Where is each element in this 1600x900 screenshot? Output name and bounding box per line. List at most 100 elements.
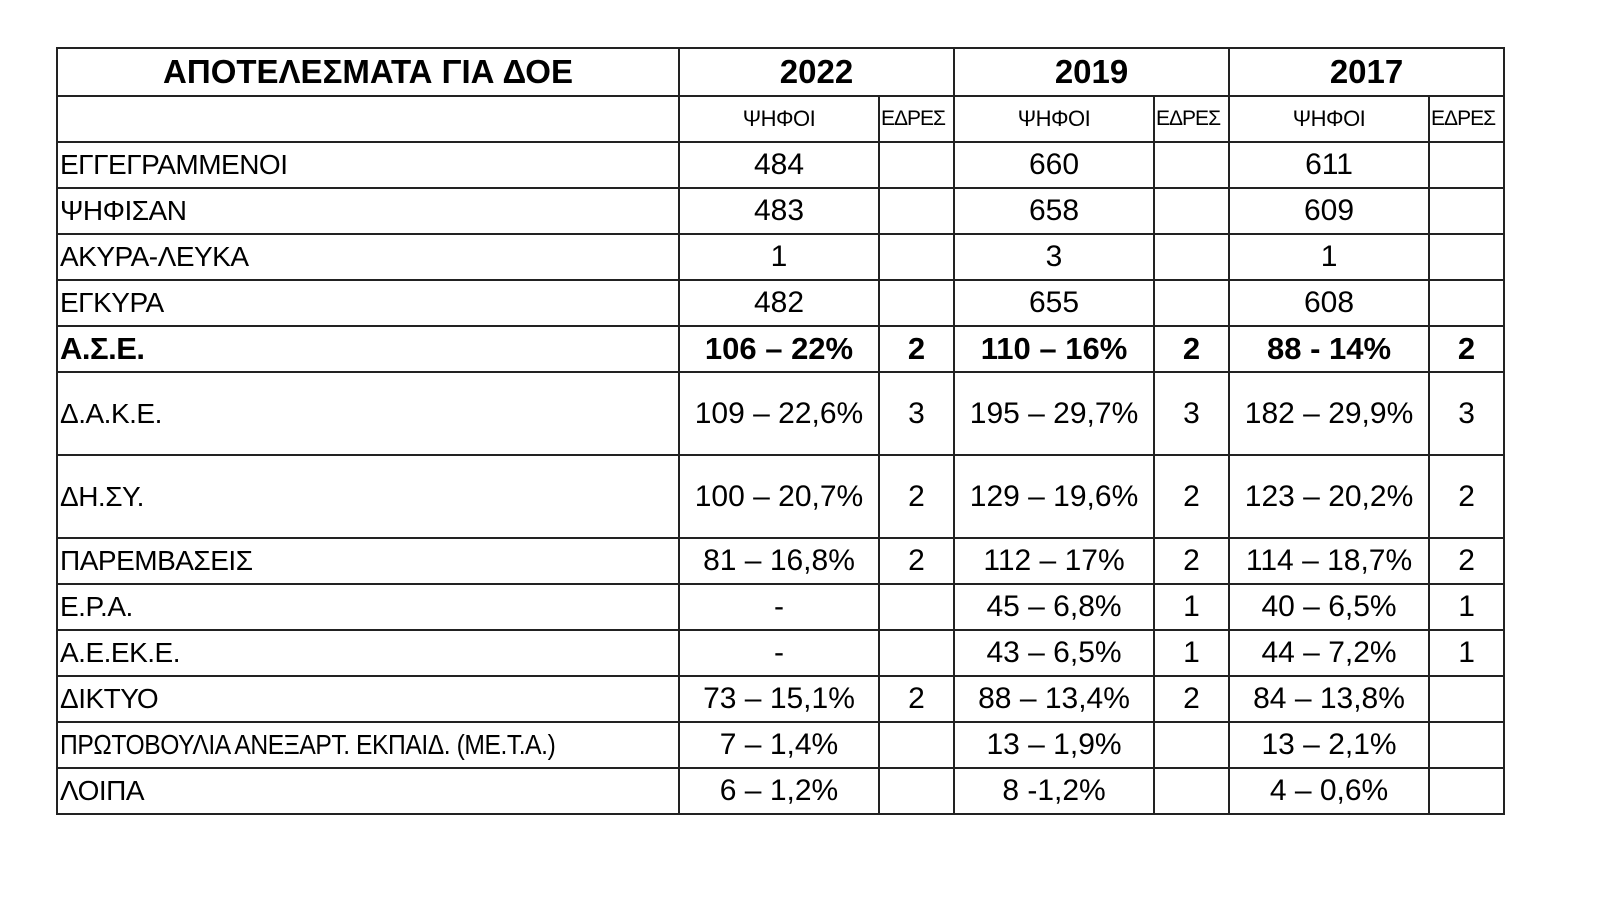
row-label: ΑΚΥΡΑ-ΛΕΥΚΑ	[56, 233, 680, 281]
votes-2022: 7 – 1,4%	[678, 721, 880, 769]
row-label: ΛΟΙΠΑ	[56, 767, 680, 815]
seats-2017	[1428, 233, 1506, 281]
row-label: Δ.Α.Κ.Ε.	[56, 371, 680, 456]
seats-2019: 2	[1153, 325, 1231, 373]
votes-2022: 106 – 22%	[678, 325, 880, 373]
table-row-meta: ΠΡΩΤΟΒΟΥΛΙΑ ΑΝΕΞΑΡΤ. ΕΚΠΑΙΔ. (ΜΕ.Τ.Α.) 7…	[56, 721, 1506, 769]
votes-2022: 483	[678, 187, 880, 235]
seats-2022: 2	[877, 675, 956, 723]
seats-2022	[877, 233, 956, 281]
seats-2019	[1153, 279, 1231, 327]
table-row-valid: ΕΓΚΥΡΑ 482 655 608	[56, 279, 1506, 327]
seats-2019	[1153, 187, 1231, 235]
votes-2017: 13 – 2,1%	[1228, 721, 1431, 769]
seats-2017: 2	[1428, 537, 1506, 585]
row-label: Α.Ε.ΕΚ.Ε.	[56, 629, 680, 677]
votes-header-2017: ΨΗΦΟΙ	[1228, 95, 1431, 143]
seats-2022: 2	[877, 325, 956, 373]
header-row-years: ΑΠΟΤΕΛΕΣΜΑΤΑ ΓΙΑ ΔΟΕ 2022 2019 2017	[56, 47, 1506, 97]
votes-2019: 195 – 29,7%	[953, 371, 1156, 456]
votes-2017: 608	[1228, 279, 1431, 327]
row-label: ΠΡΩΤΟΒΟΥΛΙΑ ΑΝΕΞΑΡΤ. ΕΚΠΑΙΔ. (ΜΕ.Τ.Α.)	[56, 721, 680, 769]
votes-2019: 88 – 13,4%	[953, 675, 1156, 723]
seats-2017	[1428, 767, 1506, 815]
table-row-registered: ΕΓΓΕΓΡΑΜΜΕΝΟΙ 484 660 611	[56, 141, 1506, 189]
votes-2017: 114 – 18,7%	[1228, 537, 1431, 585]
seats-header-2019: ΕΔΡΕΣ	[1153, 95, 1231, 143]
table-row-era: Ε.Ρ.Α. - 45 – 6,8% 1 40 – 6,5% 1	[56, 583, 1506, 631]
seats-2022: 2	[877, 537, 956, 585]
votes-2022: 6 – 1,2%	[678, 767, 880, 815]
seats-2017	[1428, 675, 1506, 723]
seats-2022	[877, 721, 956, 769]
votes-header-2019: ΨΗΦΟΙ	[953, 95, 1156, 143]
votes-2019: 112 – 17%	[953, 537, 1156, 585]
votes-2017: 84 – 13,8%	[1228, 675, 1431, 723]
seats-2019: 2	[1153, 537, 1231, 585]
seats-2017: 2	[1428, 325, 1506, 373]
seats-2017	[1428, 187, 1506, 235]
seats-2017: 3	[1428, 371, 1506, 456]
year-header-2019: 2019	[953, 47, 1231, 97]
votes-2019: 3	[953, 233, 1156, 281]
votes-2019: 45 – 6,8%	[953, 583, 1156, 631]
table-row-ase: Α.Σ.Ε. 106 – 22% 2 110 – 16% 2 88 - 14% …	[56, 325, 1506, 373]
votes-2022: 484	[678, 141, 880, 189]
votes-2017: 44 – 7,2%	[1228, 629, 1431, 677]
seats-2019: 2	[1153, 454, 1231, 539]
votes-2017: 123 – 20,2%	[1228, 454, 1431, 539]
seats-2017: 1	[1428, 583, 1506, 631]
table-row-diktyo: ΔΙΚΤΥΟ 73 – 15,1% 2 88 – 13,4% 2 84 – 13…	[56, 675, 1506, 723]
seats-2022	[877, 583, 956, 631]
votes-2019: 655	[953, 279, 1156, 327]
seats-2019	[1153, 141, 1231, 189]
seats-header-2022: ΕΔΡΕΣ	[877, 95, 956, 143]
seats-2022	[877, 767, 956, 815]
seats-2017	[1428, 279, 1506, 327]
seats-2019	[1153, 233, 1231, 281]
table-row-invalid-blank: ΑΚΥΡΑ-ΛΕΥΚΑ 1 3 1	[56, 233, 1506, 281]
votes-2022: 482	[678, 279, 880, 327]
votes-2022: 100 – 20,7%	[678, 454, 880, 539]
votes-2017: 4 – 0,6%	[1228, 767, 1431, 815]
row-label: ΠΑΡΕΜΒΑΣΕΙΣ	[56, 537, 680, 585]
seats-2017	[1428, 721, 1506, 769]
seats-2019: 1	[1153, 583, 1231, 631]
seats-2019: 1	[1153, 629, 1231, 677]
votes-2022: 73 – 15,1%	[678, 675, 880, 723]
table-row-dake: Δ.Α.Κ.Ε. 109 – 22,6% 3 195 – 29,7% 3 182…	[56, 371, 1506, 456]
votes-header-2022: ΨΗΦΟΙ	[678, 95, 880, 143]
empty-header-cell	[56, 95, 680, 143]
votes-2019: 129 – 19,6%	[953, 454, 1156, 539]
seats-2019: 2	[1153, 675, 1231, 723]
votes-2019: 43 – 6,5%	[953, 629, 1156, 677]
votes-2022: 109 – 22,6%	[678, 371, 880, 456]
row-label: Ε.Ρ.Α.	[56, 583, 680, 631]
header-row-subcolumns: ΨΗΦΟΙ ΕΔΡΕΣ ΨΗΦΟΙ ΕΔΡΕΣ ΨΗΦΟΙ ΕΔΡΕΣ	[56, 95, 1506, 143]
row-label-text: ΠΡΩΤΟΒΟΥΛΙΑ ΑΝΕΞΑΡΤ. ΕΚΠΑΙΔ. (ΜΕ.Τ.Α.)	[60, 729, 556, 760]
row-label: ΕΓΓΕΓΡΑΜΜΕΝΟΙ	[56, 141, 680, 189]
year-header-2017: 2017	[1228, 47, 1506, 97]
seats-2017	[1428, 141, 1506, 189]
votes-2019: 658	[953, 187, 1156, 235]
seats-2022: 2	[877, 454, 956, 539]
seats-2017: 1	[1428, 629, 1506, 677]
seats-2022	[877, 187, 956, 235]
votes-2017: 40 – 6,5%	[1228, 583, 1431, 631]
table-row-voted: ΨΗΦΙΣΑΝ 483 658 609	[56, 187, 1506, 235]
votes-2019: 110 – 16%	[953, 325, 1156, 373]
votes-2022: 81 – 16,8%	[678, 537, 880, 585]
year-header-2022: 2022	[677, 47, 956, 97]
seats-2022	[877, 141, 956, 189]
table-row-aeeke: Α.Ε.ΕΚ.Ε. - 43 – 6,5% 1 44 – 7,2% 1	[56, 629, 1506, 677]
seats-2017: 2	[1428, 454, 1506, 539]
row-label: ΔΙΚΤΥΟ	[56, 675, 680, 723]
votes-2017: 1	[1228, 233, 1431, 281]
seats-2022: 3	[877, 371, 956, 456]
election-results-table: ΑΠΟΤΕΛΕΣΜΑΤΑ ΓΙΑ ΔΟΕ 2022 2019 2017 ΨΗΦΟ…	[56, 47, 1506, 815]
votes-2022: 1	[678, 233, 880, 281]
table-title: ΑΠΟΤΕΛΕΣΜΑΤΑ ΓΙΑ ΔΟΕ	[56, 47, 680, 97]
votes-2022: -	[678, 629, 880, 677]
votes-2017: 609	[1228, 187, 1431, 235]
row-label: ΕΓΚΥΡΑ	[56, 279, 680, 327]
